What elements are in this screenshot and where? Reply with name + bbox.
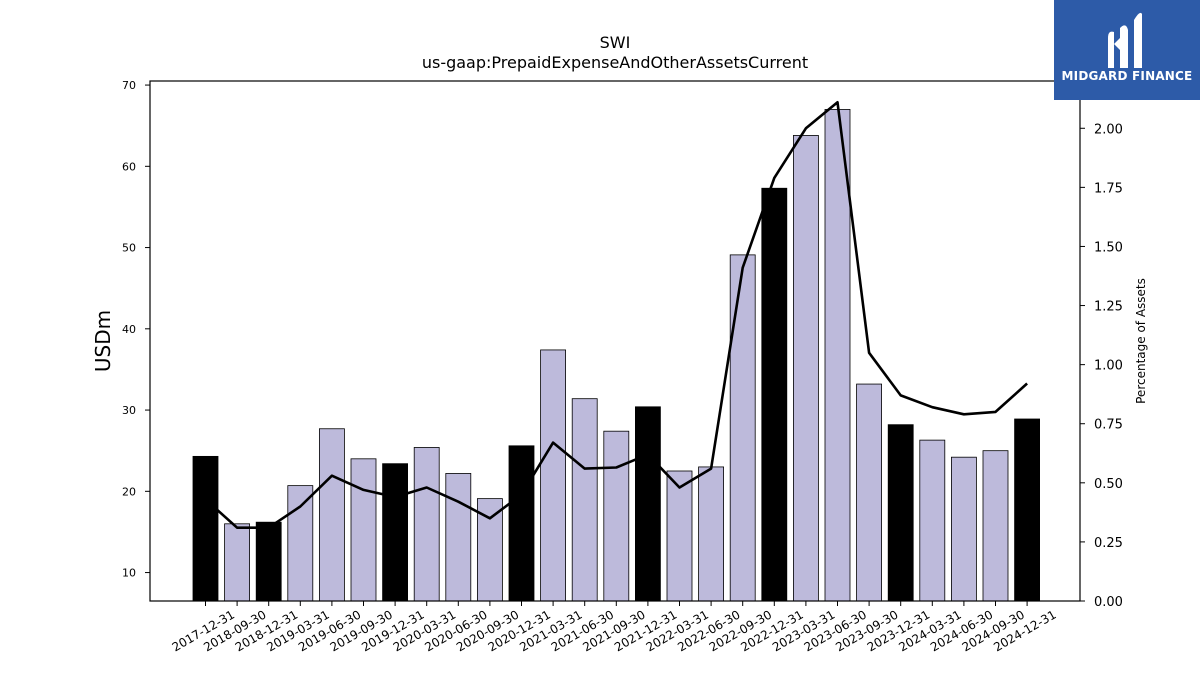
y2-tick-label: 0.00 [1094,595,1123,610]
bar-2020-06-30 [445,473,472,602]
y2-tick-label: 1.75 [1094,181,1123,196]
y-axis-left: 10 20 30 40 50 60 70 [122,79,150,580]
midgard-finance-logo: MIDGARD FINANCE [1054,0,1200,100]
y2-tick-label: 0.50 [1094,477,1123,492]
y2-tick-label: 2.00 [1094,122,1123,137]
bar-2022-09-30 [729,254,756,602]
y2-tick-label: 1.00 [1094,359,1123,374]
y-tick-label: 50 [122,242,136,255]
y-axis-right: 0.00 0.25 0.50 0.75 1.00 1.25 1.50 1.75 2.00 [1080,122,1123,610]
logo-mark-icon [1108,12,1142,68]
bar-2024-12-31 [1014,418,1040,602]
bar-2020-03-31 [413,447,440,602]
y-tick-label: 30 [122,404,136,417]
bar-2019-12-31 [382,463,409,602]
bar-2021-06-30 [571,398,598,602]
y2-axis-label: Percentage of Assets [1134,278,1148,404]
y-tick-label: 40 [122,323,136,336]
y2-tick-label: 1.50 [1094,240,1123,255]
bar-2021-09-30 [603,430,630,602]
bar-2021-12-31 [635,406,661,602]
bar-2023-09-30 [856,383,882,602]
bar-2019-03-31 [287,485,314,602]
percentage-line [204,101,1028,530]
bar-2023-03-31 [793,135,819,602]
bars-group [192,109,1040,602]
chart-title: SWI [600,33,631,52]
plot-frame [149,80,1081,602]
y-axis-label: USDm [91,310,115,372]
logo-text: MIDGARD FINANCE [1061,69,1193,83]
bar-2020-09-30 [476,498,503,602]
bar-2023-12-31 [887,424,914,602]
bar-2018-09-30 [224,523,251,602]
line-group [204,101,1028,530]
bar-2020-12-31 [508,445,535,602]
y2-tick-label: 0.75 [1094,418,1123,433]
bar-2021-03-31 [540,349,566,602]
y2-tick-label: 1.25 [1094,300,1123,315]
chart-subtitle: us-gaap:PrepaidExpenseAndOtherAssetsCurr… [422,53,808,72]
bar-2024-09-30 [982,450,1009,602]
bar-2022-03-31 [666,470,693,602]
bar-2017-12-31 [192,455,219,602]
bar-2024-03-31 [919,439,946,602]
y-tick-label: 70 [122,79,136,92]
bar-2024-06-30 [951,456,977,602]
y-tick-label: 20 [122,485,136,498]
bar-2022-12-31 [761,187,788,602]
bar-2022-06-30 [698,466,724,602]
bar-2018-12-31 [255,521,282,602]
bar-2019-09-30 [350,458,377,602]
bar-2019-06-30 [318,428,345,602]
y2-tick-label: 0.25 [1094,536,1123,551]
bar-2023-06-30 [824,109,851,602]
y-tick-label: 10 [122,567,136,580]
y-tick-label: 60 [122,160,136,173]
x-axis: 2017-12-312018-09-302018-12-312019-03-31… [170,601,1059,654]
